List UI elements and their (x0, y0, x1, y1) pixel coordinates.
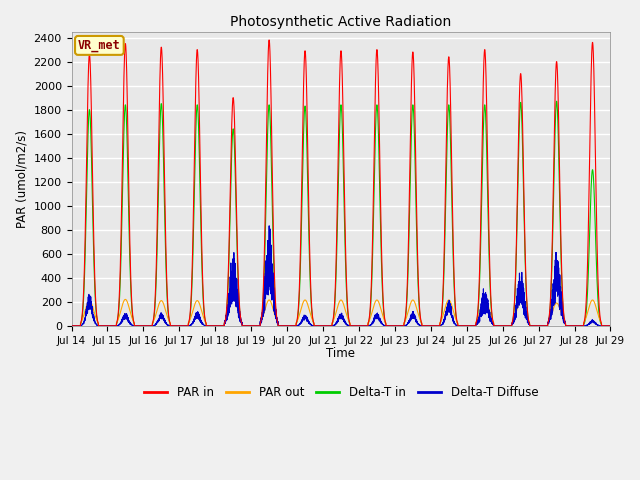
Title: Photosynthetic Active Radiation: Photosynthetic Active Radiation (230, 15, 452, 29)
X-axis label: Time: Time (326, 347, 355, 360)
Legend: PAR in, PAR out, Delta-T in, Delta-T Diffuse: PAR in, PAR out, Delta-T in, Delta-T Dif… (139, 382, 543, 404)
Y-axis label: PAR (umol/m2/s): PAR (umol/m2/s) (15, 130, 28, 228)
Text: VR_met: VR_met (78, 39, 121, 52)
